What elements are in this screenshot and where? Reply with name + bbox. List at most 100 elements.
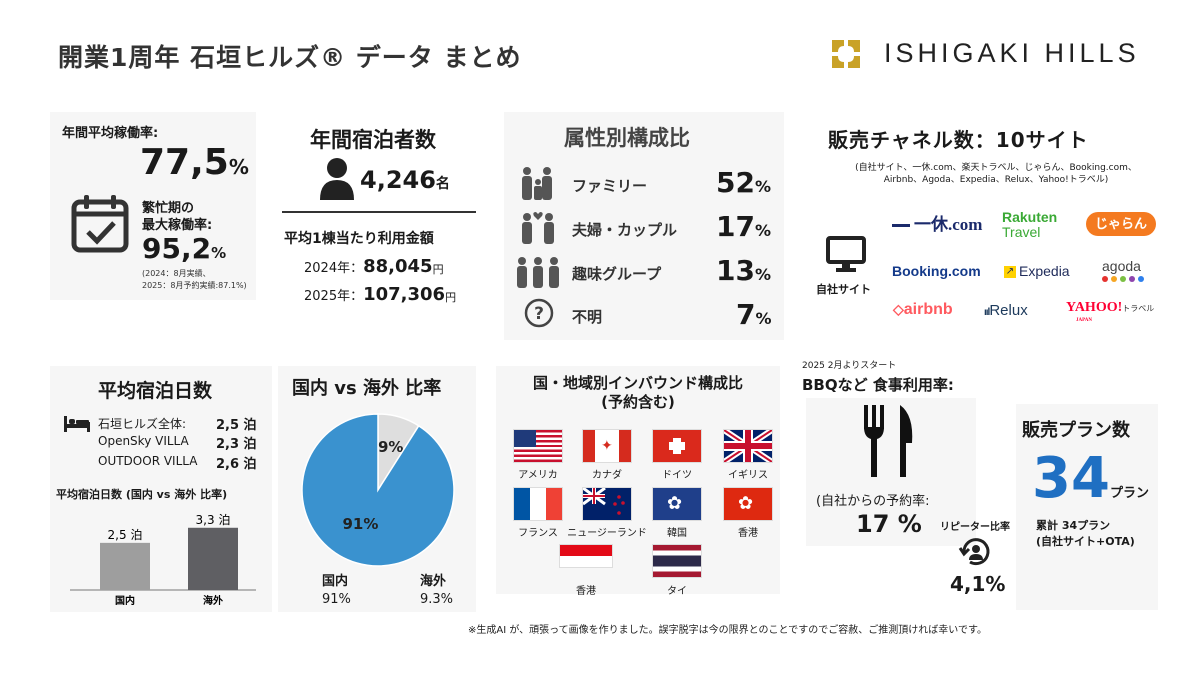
bbq-title: BBQなど 食事利用率:: [802, 376, 954, 394]
pie-label-1: 9%: [378, 438, 403, 456]
peak-value: 95,2%: [142, 232, 227, 265]
flag-indonesia-icon: [560, 545, 612, 567]
channels-title: 販売チャネル数：10サイト: [828, 128, 1089, 152]
flag-uk-icon: [724, 430, 772, 462]
avg-spend-label: 平均1棟当たり利用金額: [284, 231, 434, 247]
occupancy-card: 年間平均稼働率: 77,5% 繁忙期の 最大稼働率: 95,2% (2024：8…: [50, 112, 256, 300]
stay-row-all-value: 2,5 泊: [216, 418, 257, 433]
occupancy-note: (2024：8月実績、 2025：8月予約実績:87.1%): [142, 269, 247, 290]
guests-value: 4,246名: [360, 166, 450, 194]
channels-subtitle: (自社サイト、一休.com、楽天トラベル、じゃらん、Booking.com、 A…: [855, 163, 1137, 185]
expedia-arrow-icon: ↗: [1004, 266, 1016, 279]
fork-knife-icon: [862, 405, 918, 481]
plans-title: 販売プラン数: [1022, 420, 1130, 441]
country-label-hongkong: 香港: [738, 528, 758, 539]
logo-jalan: じゃらん: [1086, 212, 1156, 236]
repeater-value: 4,1%: [950, 572, 1006, 596]
logo-ikyu: 一休.com: [892, 210, 982, 235]
guests-divider: [282, 211, 476, 213]
logo-agoda: agoda: [1102, 258, 1144, 282]
question-icon: ?: [524, 298, 554, 332]
flag-thailand-icon: [653, 545, 701, 577]
hills-logo-icon: [832, 40, 860, 68]
logo-expedia: ↗ Expedia: [1004, 263, 1070, 279]
peak-label: 繁忙期の 最大稼働率:: [142, 201, 213, 233]
logo-airbnb: ◇airbnb: [893, 301, 953, 318]
overseas-label: 海外: [420, 574, 447, 589]
attr-value-family: 52%: [716, 166, 771, 199]
footer-note: ※生成AI が、頑張って画像を作りました。誤字脱字は今の限界とのことですのでご容…: [468, 625, 987, 636]
bbq-start-note: 2025 2月よりスタート: [802, 361, 897, 371]
flag-hongkong-icon: ✿: [653, 488, 701, 520]
repeater-label: リピーター比率: [940, 522, 1010, 533]
flag-newzealand-icon: [583, 488, 631, 520]
pie-label-0: 91%: [343, 515, 379, 533]
country-label-newzealand: ニュージーランド: [567, 528, 647, 539]
flag-switzerland-icon: [653, 430, 701, 462]
guests-title: 年間宿泊者数: [310, 128, 436, 152]
inbound-title: 国・地域別インバウンド構成比 (予約含む): [532, 374, 743, 411]
ratio-title: 国内 vs 海外 比率: [292, 378, 442, 399]
flag-canada-icon: ✦: [583, 430, 631, 462]
stay-title: 平均宿泊日数: [98, 380, 213, 402]
attr-label-unknown: 不明: [572, 308, 603, 326]
bbq-value: 17 %: [856, 510, 922, 538]
stay-chart-title: 平均宿泊日数 (国内 vs 海外 比率): [56, 488, 228, 501]
plans-value: 34プラン: [1032, 446, 1149, 511]
country-label-usa: アメリカ: [518, 470, 558, 481]
domestic-value: 91%: [322, 592, 351, 607]
attr-value-couple: 17%: [716, 210, 771, 243]
attr-label-group: 趣味グループ: [572, 265, 662, 283]
overseas-value: 9.3%: [420, 592, 454, 607]
bed-icon: [64, 414, 90, 436]
country-label-canada: カナダ: [592, 470, 622, 481]
attributes-title: 属性別構成比: [564, 126, 690, 150]
couple-icon: [518, 210, 558, 250]
flag-france-icon: [514, 488, 562, 520]
spend-2024: 2024年： 88,045 円: [304, 256, 444, 277]
bar-1: [188, 527, 238, 590]
monitor-icon: [826, 236, 866, 278]
stay-row-opensky-label: OpenSky VILLA: [98, 434, 189, 448]
relux-bars-icon: ııl: [984, 307, 990, 318]
bar-category-label-1: 海外: [203, 594, 223, 607]
logo-booking: Booking.com: [892, 263, 981, 279]
family-icon: [518, 166, 558, 206]
plans-note: 累計 34プラン (自社サイト+OTA): [1036, 519, 1135, 548]
logo-relux: ıılRelux: [984, 302, 1028, 319]
attr-value-group: 13%: [716, 254, 771, 287]
ratio-pie-chart: 9% 91%: [301, 413, 455, 567]
country-label-korea: 韓国: [667, 528, 687, 539]
bar-data-label-0: 2,5 泊: [108, 528, 143, 542]
pie-slice-0: [301, 413, 455, 567]
stay-bar-chart: 2,5 泊国内 3,3 泊海外: [70, 513, 256, 607]
airbnb-mark-icon: ◇: [893, 301, 904, 317]
stay-row-opensky-value: 2,3 泊: [216, 437, 257, 452]
plans-card: 販売プラン数 34プラン 累計 34プラン (自社サイト+OTA): [1016, 404, 1158, 610]
spend-2025: 2025年： 107,306 円: [304, 284, 457, 305]
person-icon: [318, 156, 356, 204]
page-title: 開業1周年 石垣ヒルズ® データ まとめ: [58, 43, 522, 72]
bbq-sub-label: (自社からの予約率:: [816, 494, 930, 509]
stay-row-outdoor-label: OUTDOOR VILLA: [98, 454, 198, 468]
bar-0: [100, 542, 150, 590]
bbq-card: [806, 398, 976, 546]
bar-category-label-0: 国内: [115, 594, 135, 607]
svg-text:?: ?: [534, 304, 544, 324]
attr-label-family: ファミリー: [572, 177, 648, 195]
stay-row-outdoor-value: 2,6 泊: [216, 457, 257, 472]
flag-usa-icon: [514, 430, 562, 462]
country-label-hongkong-2: 香港: [576, 586, 596, 597]
occupancy-label: 年間平均稼働率:: [62, 126, 159, 141]
inbound-card: 国・地域別インバウンド構成比 (予約含む): [496, 366, 780, 594]
domestic-label: 国内: [322, 574, 349, 589]
calendar-check-icon: [70, 192, 130, 258]
agoda-dots-icon: [1102, 276, 1144, 282]
own-site-label: 自社サイト: [816, 283, 871, 296]
country-label-france: フランス: [518, 528, 558, 539]
logo-yahoo: YAHOO!トラベル JAPAN: [1066, 300, 1155, 324]
brand-name: ISHIGAKI HILLS: [884, 38, 1140, 68]
flag-hongkong-red-icon: ✿: [724, 488, 772, 520]
country-label-uk: イギリス: [728, 470, 768, 481]
occupancy-value: 77,5%: [140, 142, 249, 183]
